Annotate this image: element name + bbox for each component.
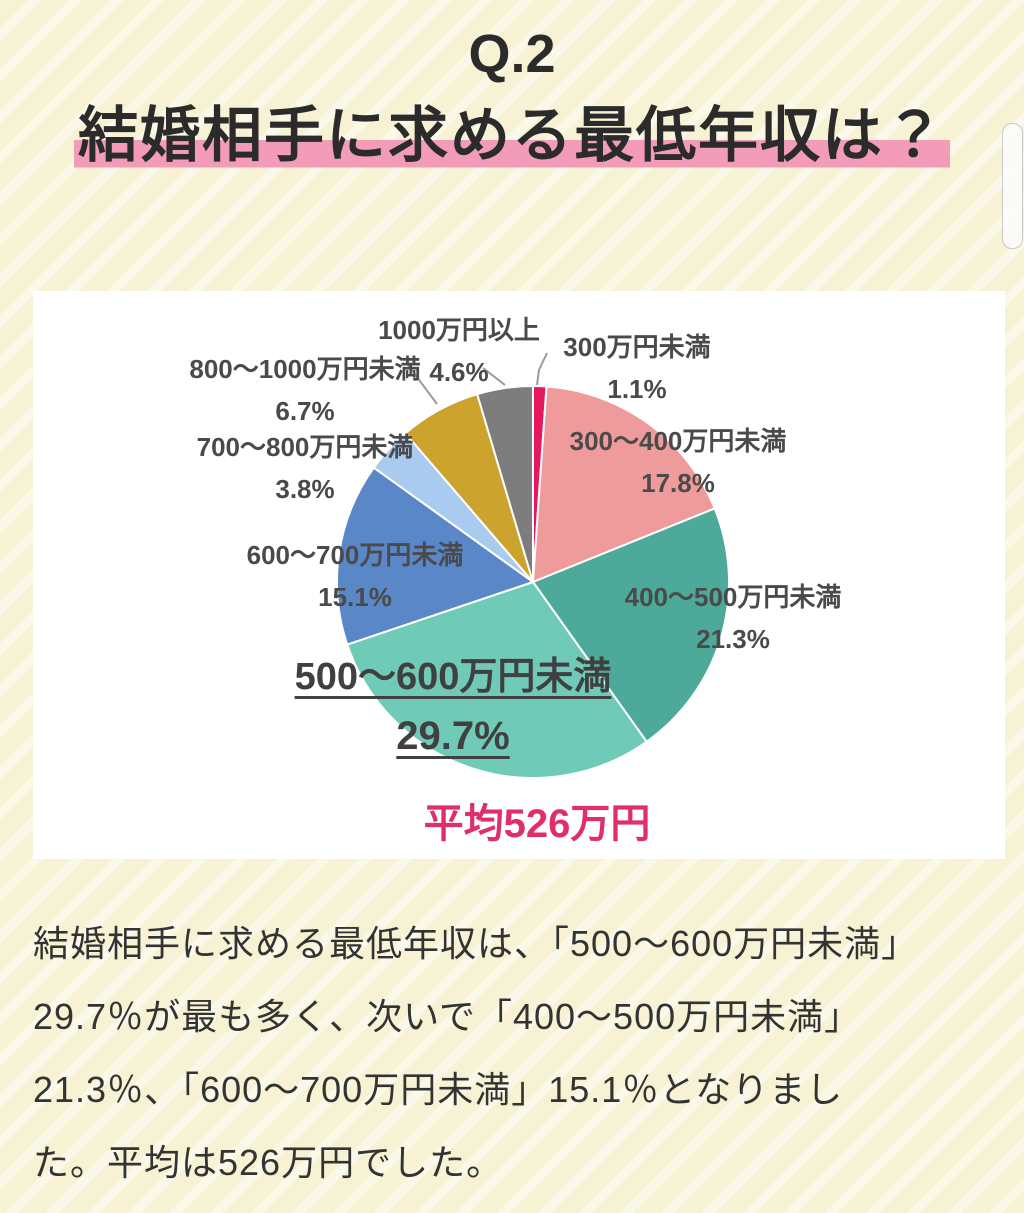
pie-label-percent: 6.7%	[275, 395, 335, 426]
leader-line	[482, 367, 506, 386]
pie-label-300-400: 300〜400万円未満 17.8%	[570, 421, 787, 504]
pie-label-under-300: 300万円未満 1.1%	[563, 327, 710, 410]
pie-slice-7	[476, 385, 534, 583]
page-header: Q.2 結婚相手に求める最低年収は？	[0, 0, 1024, 291]
pie-chart	[336, 352, 730, 779]
pie-label-percent: 4.6%	[429, 356, 489, 387]
question-number: Q.2	[468, 24, 556, 84]
pie-label-400-500: 400〜500万円未満 21.3%	[625, 577, 842, 660]
average-income-label: 平均526万円	[423, 802, 651, 846]
chart-card: 300万円未満 1.1% 300〜400万円未満 17.8% 400〜500万円…	[33, 291, 1005, 859]
pie-label-text: 800〜1000万円未満	[189, 354, 421, 384]
pie-label-percent: 21.3%	[696, 623, 770, 654]
pie-label-text: 500〜600万円未満	[294, 656, 612, 698]
pie-slice-4	[336, 466, 534, 646]
page-title-highlight: 結婚相手に求める最低年収は？	[74, 101, 950, 169]
pie-slice-1	[532, 385, 716, 583]
pie-label-percent: 17.8%	[641, 467, 715, 498]
pie-label-500-600-emphasized: 500〜600万円未満 29.7%	[295, 649, 612, 766]
pie-label-800-1000: 800〜1000万円未満 6.7%	[189, 349, 420, 432]
pie-label-percent: 29.7%	[396, 714, 510, 758]
pie-label-600-700: 600〜700万円未満 15.1%	[247, 535, 464, 618]
pie-label-700-800: 700〜800万円未満 3.8%	[197, 427, 414, 510]
pie-slice-2	[532, 507, 730, 743]
pie-label-over-1000: 1000万円以上 4.6%	[378, 310, 540, 393]
leader-line	[407, 364, 438, 405]
pie-label-text: 300〜400万円未満	[569, 426, 787, 456]
page-title: 結婚相手に求める最低年収は？	[0, 97, 1024, 175]
pie-label-text: 1000万円以上	[378, 315, 540, 345]
pie-label-text: 700〜800万円未満	[196, 432, 414, 462]
leader-line	[536, 352, 548, 386]
pie-label-text: 400〜500万円未満	[624, 582, 842, 612]
scrollbar-thumb[interactable]	[1002, 123, 1023, 249]
pie-label-text: 300万円未満	[563, 332, 711, 362]
pie-label-percent: 3.8%	[275, 473, 335, 504]
pie-label-percent: 15.1%	[318, 581, 392, 612]
pie-slice-3	[346, 581, 648, 779]
result-summary-paragraph: 結婚相手に求める最低年収は、「500〜600万円未満」 29.7％が最も多く、次…	[33, 923, 919, 1183]
pie-label-text: 600〜700万円未満	[246, 540, 464, 570]
pie-label-percent: 1.1%	[607, 373, 667, 404]
